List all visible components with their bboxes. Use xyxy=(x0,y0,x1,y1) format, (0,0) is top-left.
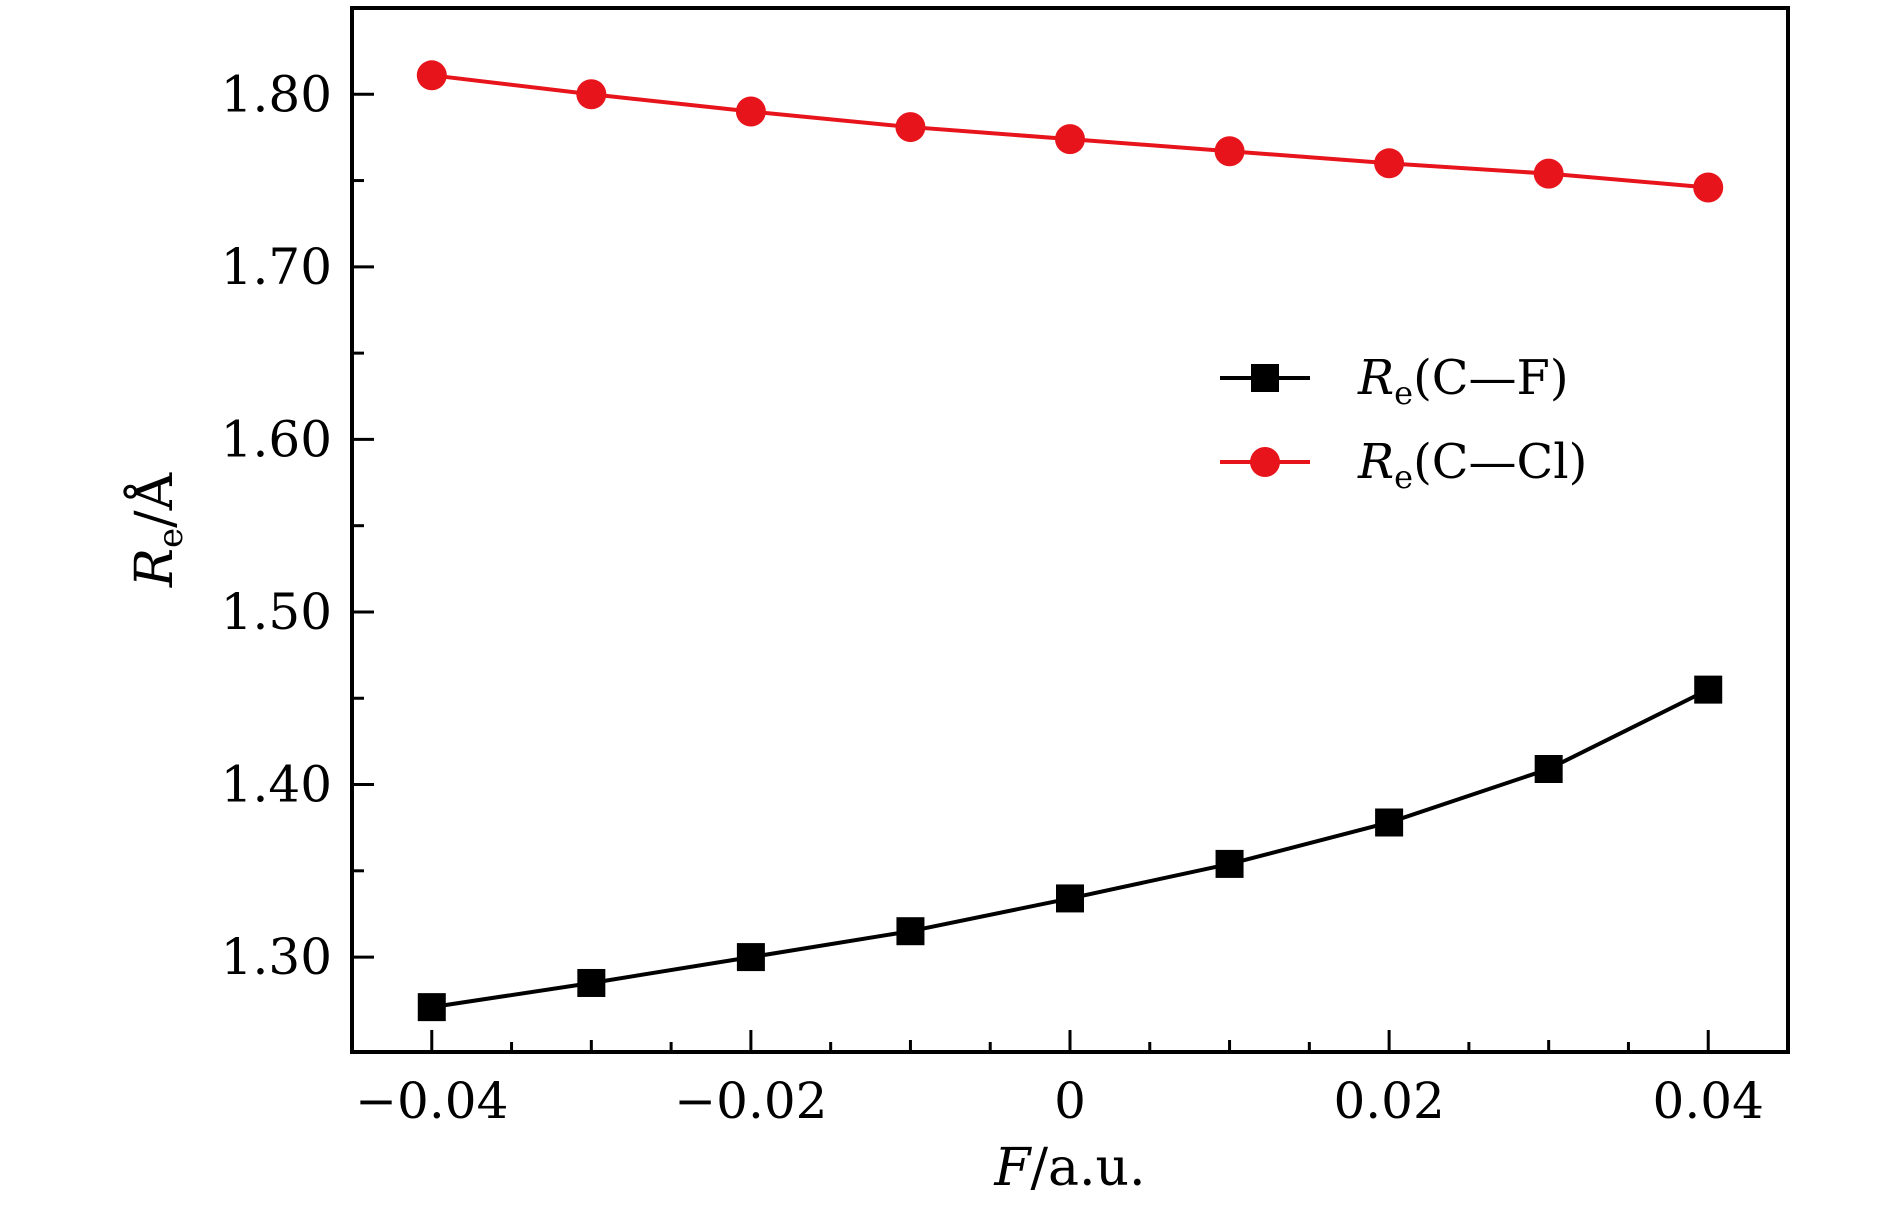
y-tick-label: 1.60 xyxy=(221,410,332,468)
legend: Re(C—F)Re(C—Cl) xyxy=(1220,350,1587,496)
data-point xyxy=(1374,148,1405,179)
data-point xyxy=(1534,754,1563,783)
data-point xyxy=(736,943,765,972)
y-axis-label-unit: /Å xyxy=(123,471,185,528)
legend-entry: Re(C—Cl) xyxy=(1220,434,1587,496)
ticks-layer: −0.04 −0.02 0 0.02 0.04 1.30 1.40 1.50 1.60 1.70 1… xyxy=(221,65,1764,1130)
y-tick-label: 1.80 xyxy=(221,65,332,123)
y-tick-label: 1.30 xyxy=(221,928,332,986)
data-point xyxy=(576,79,607,110)
series-layer xyxy=(416,60,1724,1022)
legend-label: Re(C—Cl) xyxy=(1357,434,1587,496)
y-tick-label: 1.40 xyxy=(221,756,332,814)
data-point xyxy=(417,993,446,1022)
y-axis-label-sub: e xyxy=(151,528,191,548)
series-line xyxy=(431,687,1710,1010)
legend-label-paren: (C—F) xyxy=(1413,350,1568,406)
legend-label-sub: e xyxy=(1394,458,1413,496)
legend-marker xyxy=(1250,447,1280,477)
legend-label-var: R xyxy=(1357,434,1394,490)
legend-label-var: R xyxy=(1357,350,1394,406)
data-point xyxy=(1055,124,1085,155)
data-point xyxy=(1375,808,1404,837)
legend-label: Re(C—F) xyxy=(1357,350,1569,412)
x-axis-label-unit: /a.u. xyxy=(1031,1138,1146,1198)
y-tick-label: 1.70 xyxy=(221,238,332,296)
data-point xyxy=(1693,172,1724,203)
x-tick-label: 0.02 xyxy=(1333,1072,1444,1130)
data-point xyxy=(577,968,606,997)
data-point xyxy=(1694,675,1723,704)
data-point xyxy=(1215,849,1244,878)
x-tick-label: −0.02 xyxy=(674,1072,827,1130)
x-tick-label: −0.04 xyxy=(355,1072,508,1130)
x-axis-label-var: F xyxy=(993,1138,1032,1198)
series-1 xyxy=(417,675,1723,1022)
data-point xyxy=(1056,884,1084,913)
data-point xyxy=(416,60,447,91)
y-axis-label-var: R xyxy=(125,548,185,588)
legend-label-sub: e xyxy=(1394,374,1413,412)
data-point xyxy=(735,96,766,127)
data-point xyxy=(1533,158,1564,189)
legend-label-paren: (C—Cl) xyxy=(1413,434,1587,490)
x-axis-label: F/a.u. xyxy=(993,1138,1145,1198)
legend-entry: Re(C—F) xyxy=(1220,350,1569,412)
legend-marker xyxy=(1251,364,1279,392)
y-axis-label: Re/Å xyxy=(123,471,191,588)
y-tick-label: 1.50 xyxy=(221,583,332,641)
x-tick-label: 0.04 xyxy=(1653,1072,1764,1130)
series-2 xyxy=(416,60,1724,203)
x-tick-label: 0 xyxy=(1054,1072,1086,1130)
data-point xyxy=(896,917,925,946)
data-point xyxy=(1214,136,1245,167)
data-point xyxy=(895,112,926,143)
